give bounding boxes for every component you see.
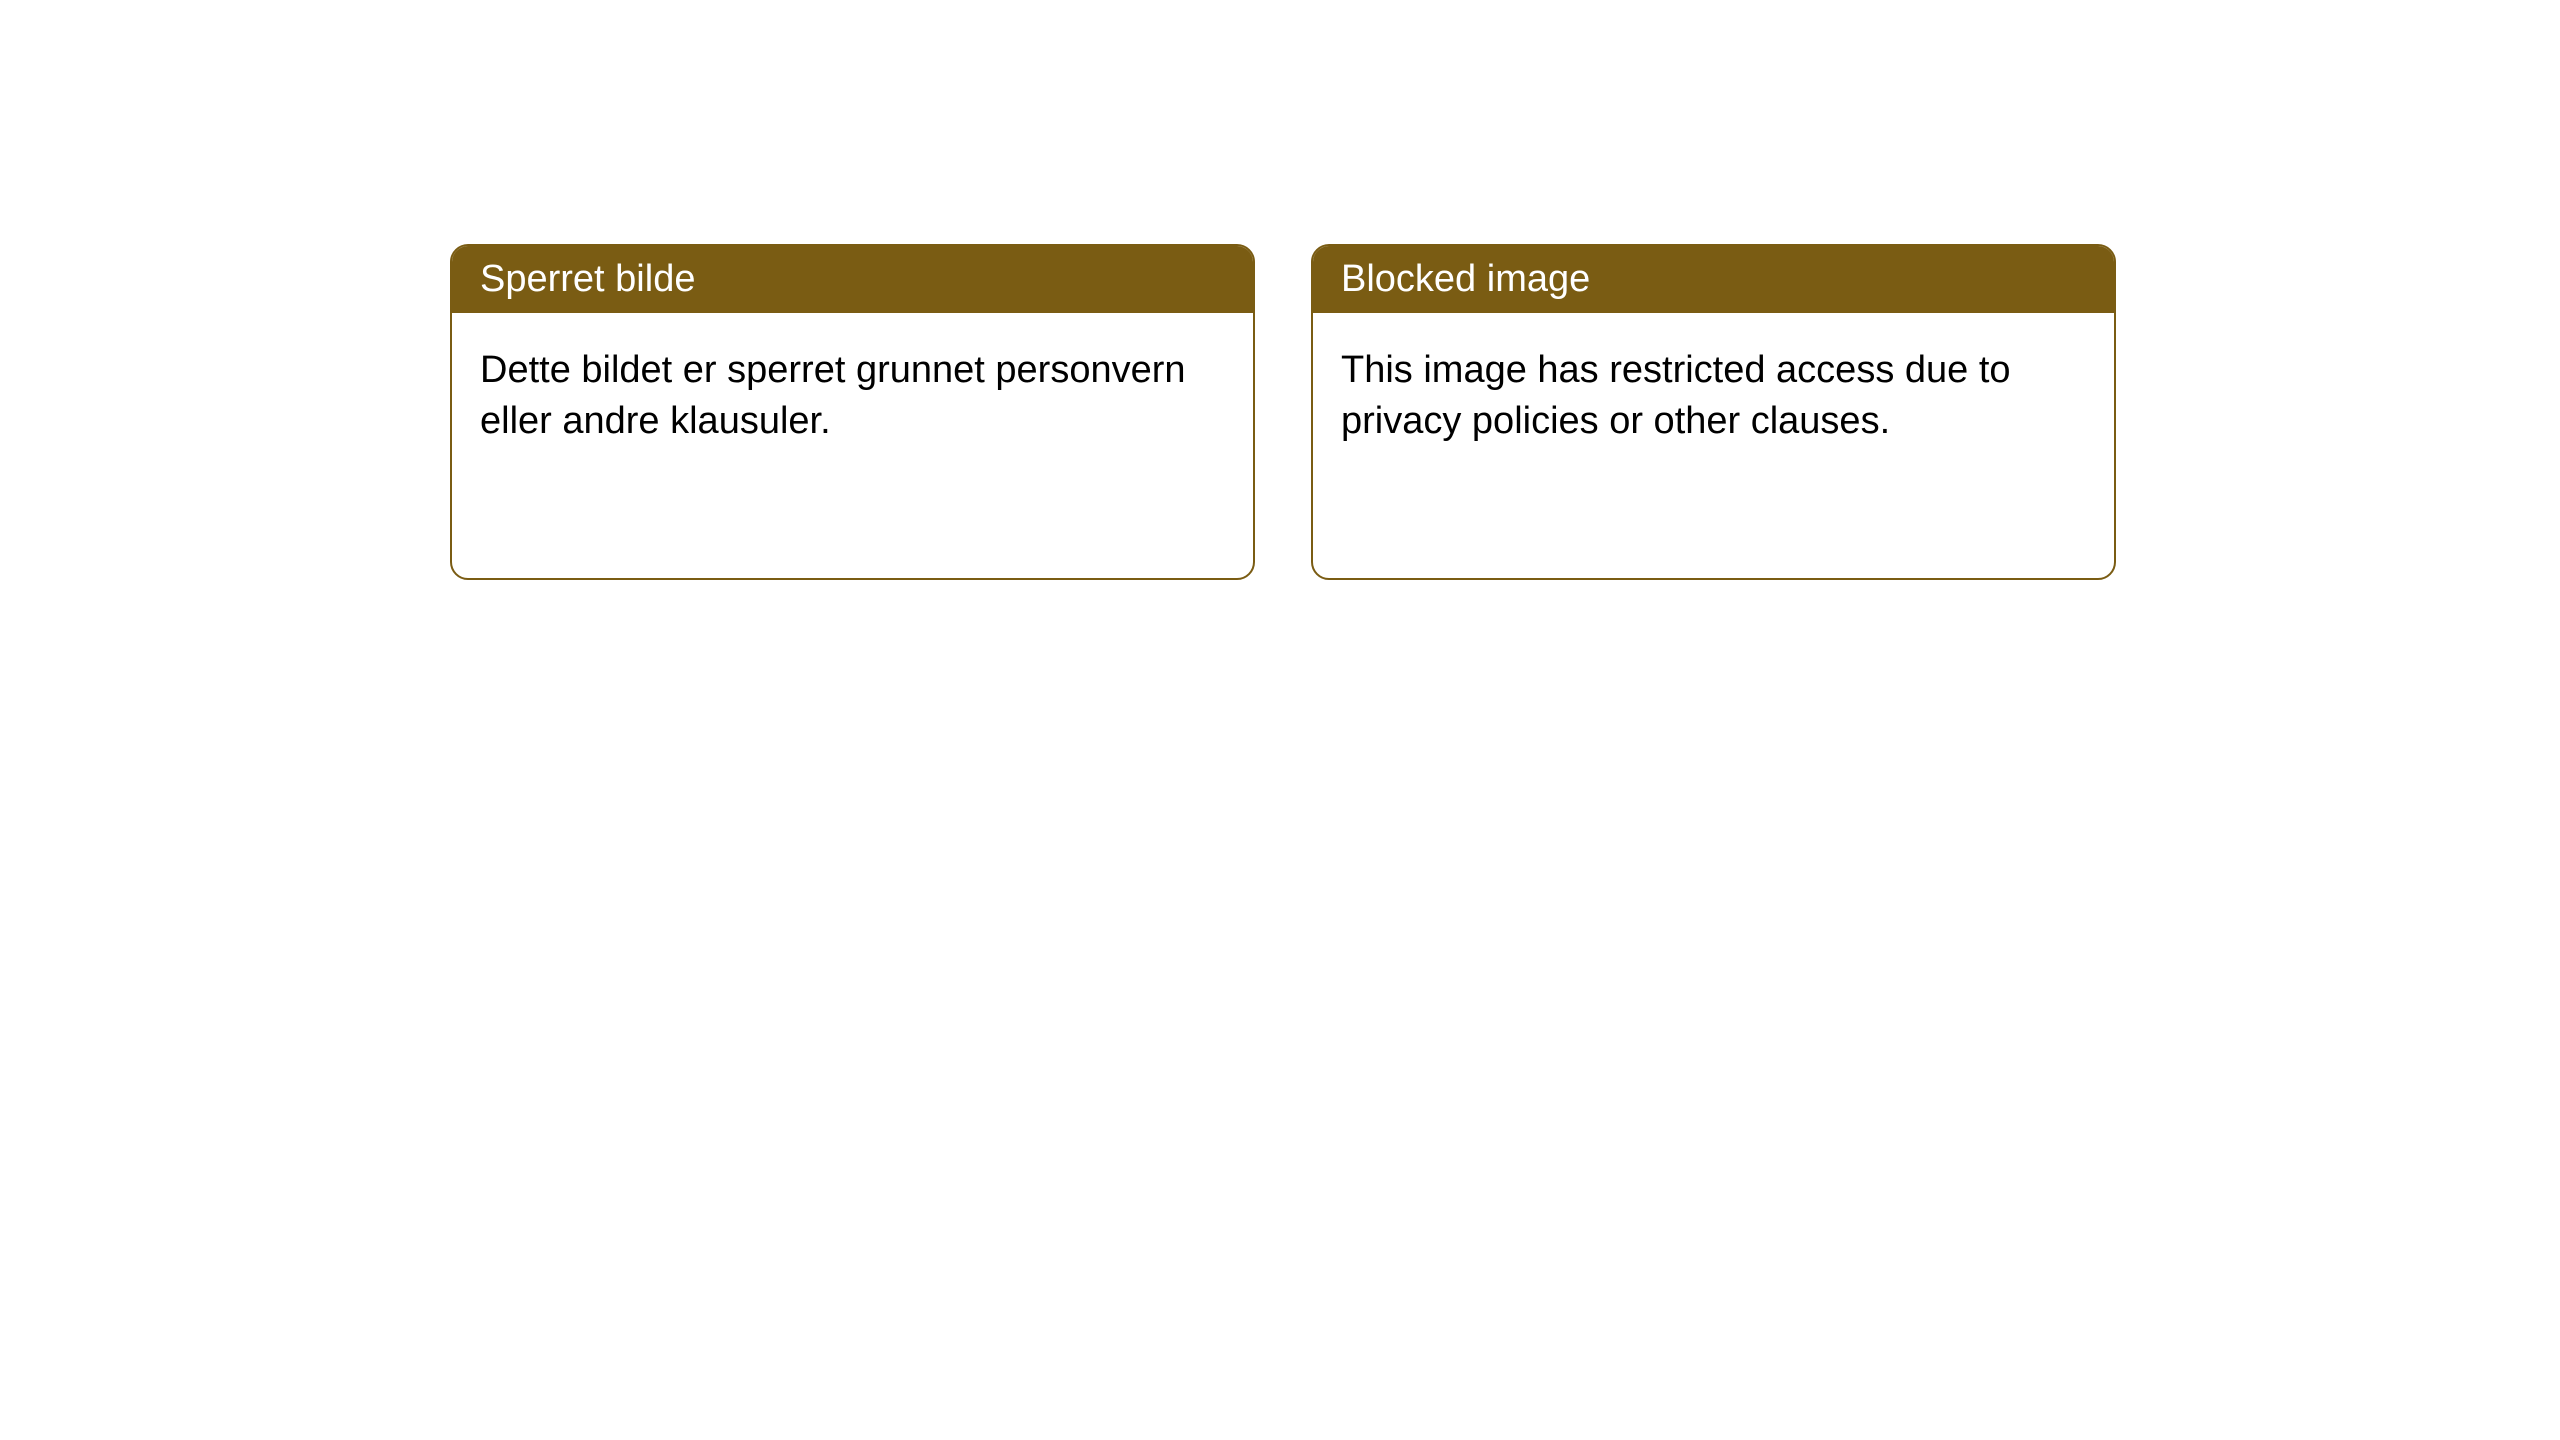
notice-header-english: Blocked image xyxy=(1313,246,2114,313)
notice-message: Dette bildet er sperret grunnet personve… xyxy=(480,349,1186,442)
notice-container: Sperret bilde Dette bildet er sperret gr… xyxy=(0,0,2560,580)
notice-card-english: Blocked image This image has restricted … xyxy=(1311,244,2116,580)
notice-message: This image has restricted access due to … xyxy=(1341,349,2011,442)
notice-title: Sperret bilde xyxy=(480,258,695,300)
notice-body-norwegian: Dette bildet er sperret grunnet personve… xyxy=(452,313,1253,480)
notice-body-english: This image has restricted access due to … xyxy=(1313,313,2114,480)
notice-header-norwegian: Sperret bilde xyxy=(452,246,1253,313)
notice-card-norwegian: Sperret bilde Dette bildet er sperret gr… xyxy=(450,244,1255,580)
notice-title: Blocked image xyxy=(1341,258,1590,300)
